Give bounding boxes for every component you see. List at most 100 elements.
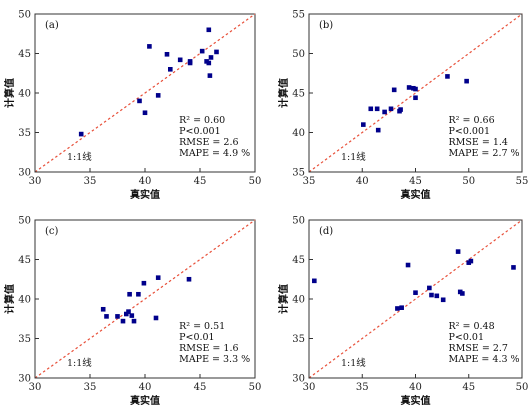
stat-rmse: RMSE = 1.6 — [179, 343, 238, 354]
x-tick-label: 50 — [249, 382, 262, 393]
data-point — [406, 85, 412, 90]
data-point — [395, 306, 400, 311]
data-point — [115, 314, 120, 319]
x-tick-label: 35 — [356, 382, 369, 393]
y-tick-label: 30 — [18, 374, 31, 385]
x-tick-label: 35 — [84, 176, 97, 187]
stat-r2: R² = 0.48 — [449, 321, 495, 332]
x-tick-label: 30 — [29, 176, 42, 187]
y-tick-label: 45 — [18, 255, 31, 266]
data-point — [155, 93, 161, 98]
data-point — [382, 109, 387, 115]
y-tick-label: 40 — [292, 295, 305, 306]
stat-mape: MAPE = 3.3 % — [179, 354, 250, 365]
one-to-one-line — [308, 13, 523, 173]
data-point — [312, 278, 317, 284]
data-point — [391, 87, 397, 93]
y-tick-label: 50 — [292, 216, 305, 227]
x-axis-title: 真实值 — [130, 188, 160, 201]
data-point — [429, 292, 434, 298]
data-point — [120, 318, 126, 324]
y-tick-label: 50 — [18, 10, 31, 21]
panel-d: 30 35 40 45 50 30 35 40 45 50 真实值 计算值 (d) 1:1线 R² = 0.… — [277, 216, 528, 407]
data-point — [398, 107, 403, 112]
ref-line-label: 1:1线 — [67, 357, 92, 369]
data-point — [368, 106, 374, 112]
data-point — [427, 285, 432, 291]
data-point — [186, 276, 192, 282]
data-point — [413, 86, 418, 92]
x-tick-label: 55 — [516, 176, 529, 187]
data-point — [511, 265, 516, 270]
y-axis-title: 计算值 — [277, 284, 290, 314]
data-point — [388, 106, 394, 112]
data-point — [413, 95, 418, 101]
stat-rmse: RMSE = 2.7 — [449, 343, 508, 354]
y-tick-label: 30 — [18, 168, 31, 179]
data-point — [136, 291, 141, 297]
y-tick-label: 35 — [292, 168, 305, 179]
x-tick-label: 35 — [84, 382, 97, 393]
data-point — [375, 127, 381, 133]
stat-p: P<0.001 — [449, 126, 491, 137]
panel-label: (c) — [45, 226, 59, 237]
x-axis-title: 真实值 — [130, 394, 160, 407]
ref-line-label: 1:1线 — [341, 151, 366, 163]
y-axis-title: 计算值 — [3, 78, 16, 108]
y-tick-label: 50 — [292, 49, 305, 60]
data-point — [131, 318, 137, 324]
x-tick-label: 50 — [462, 176, 475, 187]
y-tick-label: 45 — [292, 255, 305, 266]
y-tick-label: 35 — [18, 334, 31, 345]
stat-mape: MAPE = 4.9 % — [179, 148, 250, 159]
x-tick-label: 45 — [409, 176, 422, 187]
data-point — [206, 60, 212, 66]
stat-mape: MAPE = 4.3 % — [449, 354, 520, 365]
ref-line-label: 1:1线 — [67, 151, 92, 163]
data-point — [405, 262, 411, 268]
data-point — [100, 306, 106, 312]
y-tick-label: 45 — [292, 89, 305, 100]
data-point — [434, 293, 440, 299]
x-tick-label: 50 — [249, 176, 262, 187]
data-point — [399, 305, 404, 310]
panel-c: 30 35 40 45 50 30 35 40 45 50 真实值 计算值 (c) 1:1线 R² = 0.… — [3, 216, 261, 407]
data-point — [126, 309, 131, 314]
one-to-one-line — [34, 219, 256, 379]
panel-label: (b) — [319, 20, 333, 31]
x-axis-title: 真实值 — [401, 394, 431, 407]
data-point — [164, 51, 170, 57]
data-point — [153, 315, 159, 321]
data-point — [124, 311, 129, 317]
panel-b: 35 40 45 50 55 35 40 45 50 55 真实值 计算值 (b) 1:1线 R² = 0.… — [277, 10, 528, 202]
panel-a: 30 35 40 45 50 30 35 40 45 50 真实值 计算值 (a) 1:1线 R² = 0.… — [3, 10, 261, 202]
one-to-one-line — [34, 13, 256, 173]
y-tick-label: 50 — [18, 216, 31, 227]
stat-r2: R² = 0.66 — [449, 115, 495, 126]
stat-r2: R² = 0.60 — [179, 115, 225, 126]
y-axis-title: 计算值 — [3, 284, 16, 314]
stat-r2: R² = 0.51 — [179, 321, 225, 332]
data-point — [142, 110, 148, 116]
stat-rmse: RMSE = 2.6 — [179, 137, 238, 148]
x-axis-title: 真实值 — [401, 188, 431, 201]
y-tick-label: 35 — [292, 334, 305, 345]
y-tick-label: 40 — [18, 295, 31, 306]
data-point — [206, 27, 212, 33]
ref-line-label: 1:1线 — [341, 357, 366, 369]
x-tick-label: 45 — [462, 382, 475, 393]
y-tick-label: 45 — [18, 49, 31, 60]
data-point — [137, 98, 142, 104]
data-point — [147, 44, 152, 49]
data-point — [460, 291, 465, 296]
data-point — [199, 48, 205, 54]
data-point — [104, 314, 109, 319]
data-point — [361, 122, 366, 127]
panel-label: (d) — [319, 226, 333, 237]
y-tick-label: 55 — [292, 10, 305, 21]
data-point — [129, 313, 135, 318]
y-tick-label: 35 — [18, 128, 31, 139]
data-point — [187, 59, 193, 64]
y-tick-label: 40 — [292, 128, 305, 139]
